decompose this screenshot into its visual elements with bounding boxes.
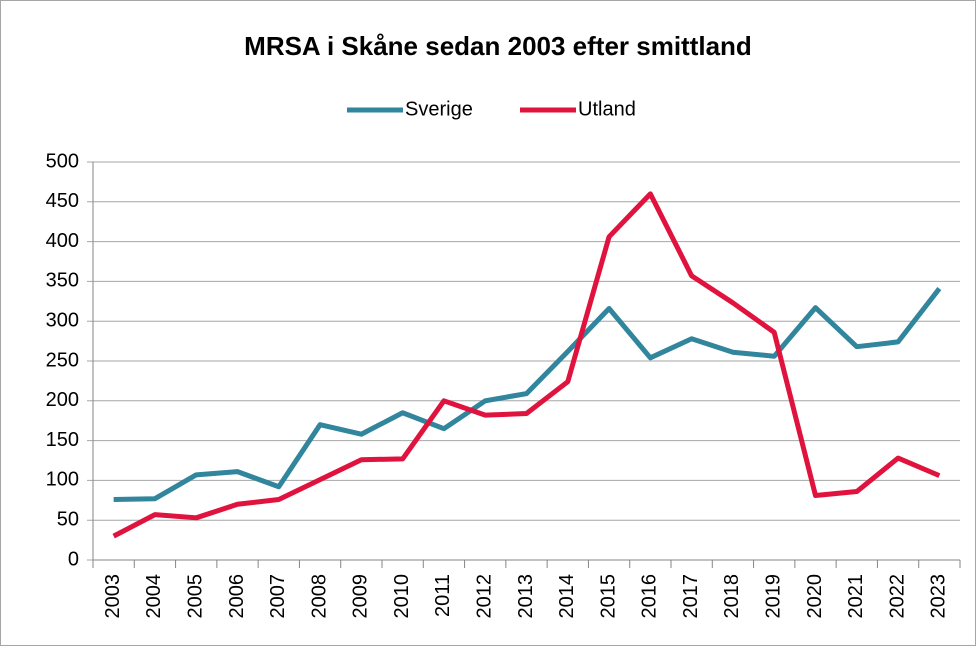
legend-label: Sverige [405, 98, 473, 120]
y-tick-label: 200 [46, 389, 79, 411]
x-tick-label: 2016 [639, 574, 661, 619]
line-series [113, 287, 942, 503]
y-tick-label: 150 [46, 429, 79, 451]
x-tick-label: 2013 [515, 574, 537, 619]
y-tick-label: 50 [57, 508, 79, 530]
x-tick-label: 2011 [432, 574, 454, 617]
chart-title: MRSA i Skåne sedan 2003 efter smittland [244, 31, 752, 61]
y-tick-label: 500 [46, 150, 79, 172]
x-tick-label: 2006 [226, 574, 248, 619]
x-tick-label: 2004 [143, 574, 165, 619]
y-tick-label: 250 [46, 349, 79, 371]
legend-label: Utland [578, 98, 636, 120]
y-tick-label: 100 [46, 469, 79, 491]
line-series [112, 191, 941, 539]
x-tick-label: 2009 [350, 574, 372, 619]
x-tick-label: 2007 [267, 574, 289, 619]
x-tick-label: 2003 [102, 574, 124, 619]
x-tick-label: 2010 [391, 574, 413, 619]
x-tick-label: 2014 [556, 574, 578, 619]
x-tick-label: 2017 [680, 574, 702, 619]
x-tick-label: 2015 [597, 574, 619, 619]
x-tick-label: 2018 [721, 574, 743, 619]
x-tick-label: 2023 [928, 574, 950, 619]
x-tick-label: 2022 [886, 574, 908, 619]
y-tick-label: 450 [46, 190, 79, 212]
x-tick-label: 2020 [804, 574, 826, 619]
y-tick-label: 300 [46, 309, 79, 331]
x-tick-label: 2021 [845, 574, 867, 619]
x-tick-label: 2019 [762, 574, 784, 619]
y-tick-label: 350 [46, 270, 79, 292]
y-tick-label: 400 [46, 230, 79, 252]
x-tick-label: 2005 [184, 574, 206, 619]
y-tick-label: 0 [68, 548, 79, 570]
x-tick-label: 2008 [308, 574, 330, 619]
x-tick-label: 2012 [473, 574, 495, 619]
